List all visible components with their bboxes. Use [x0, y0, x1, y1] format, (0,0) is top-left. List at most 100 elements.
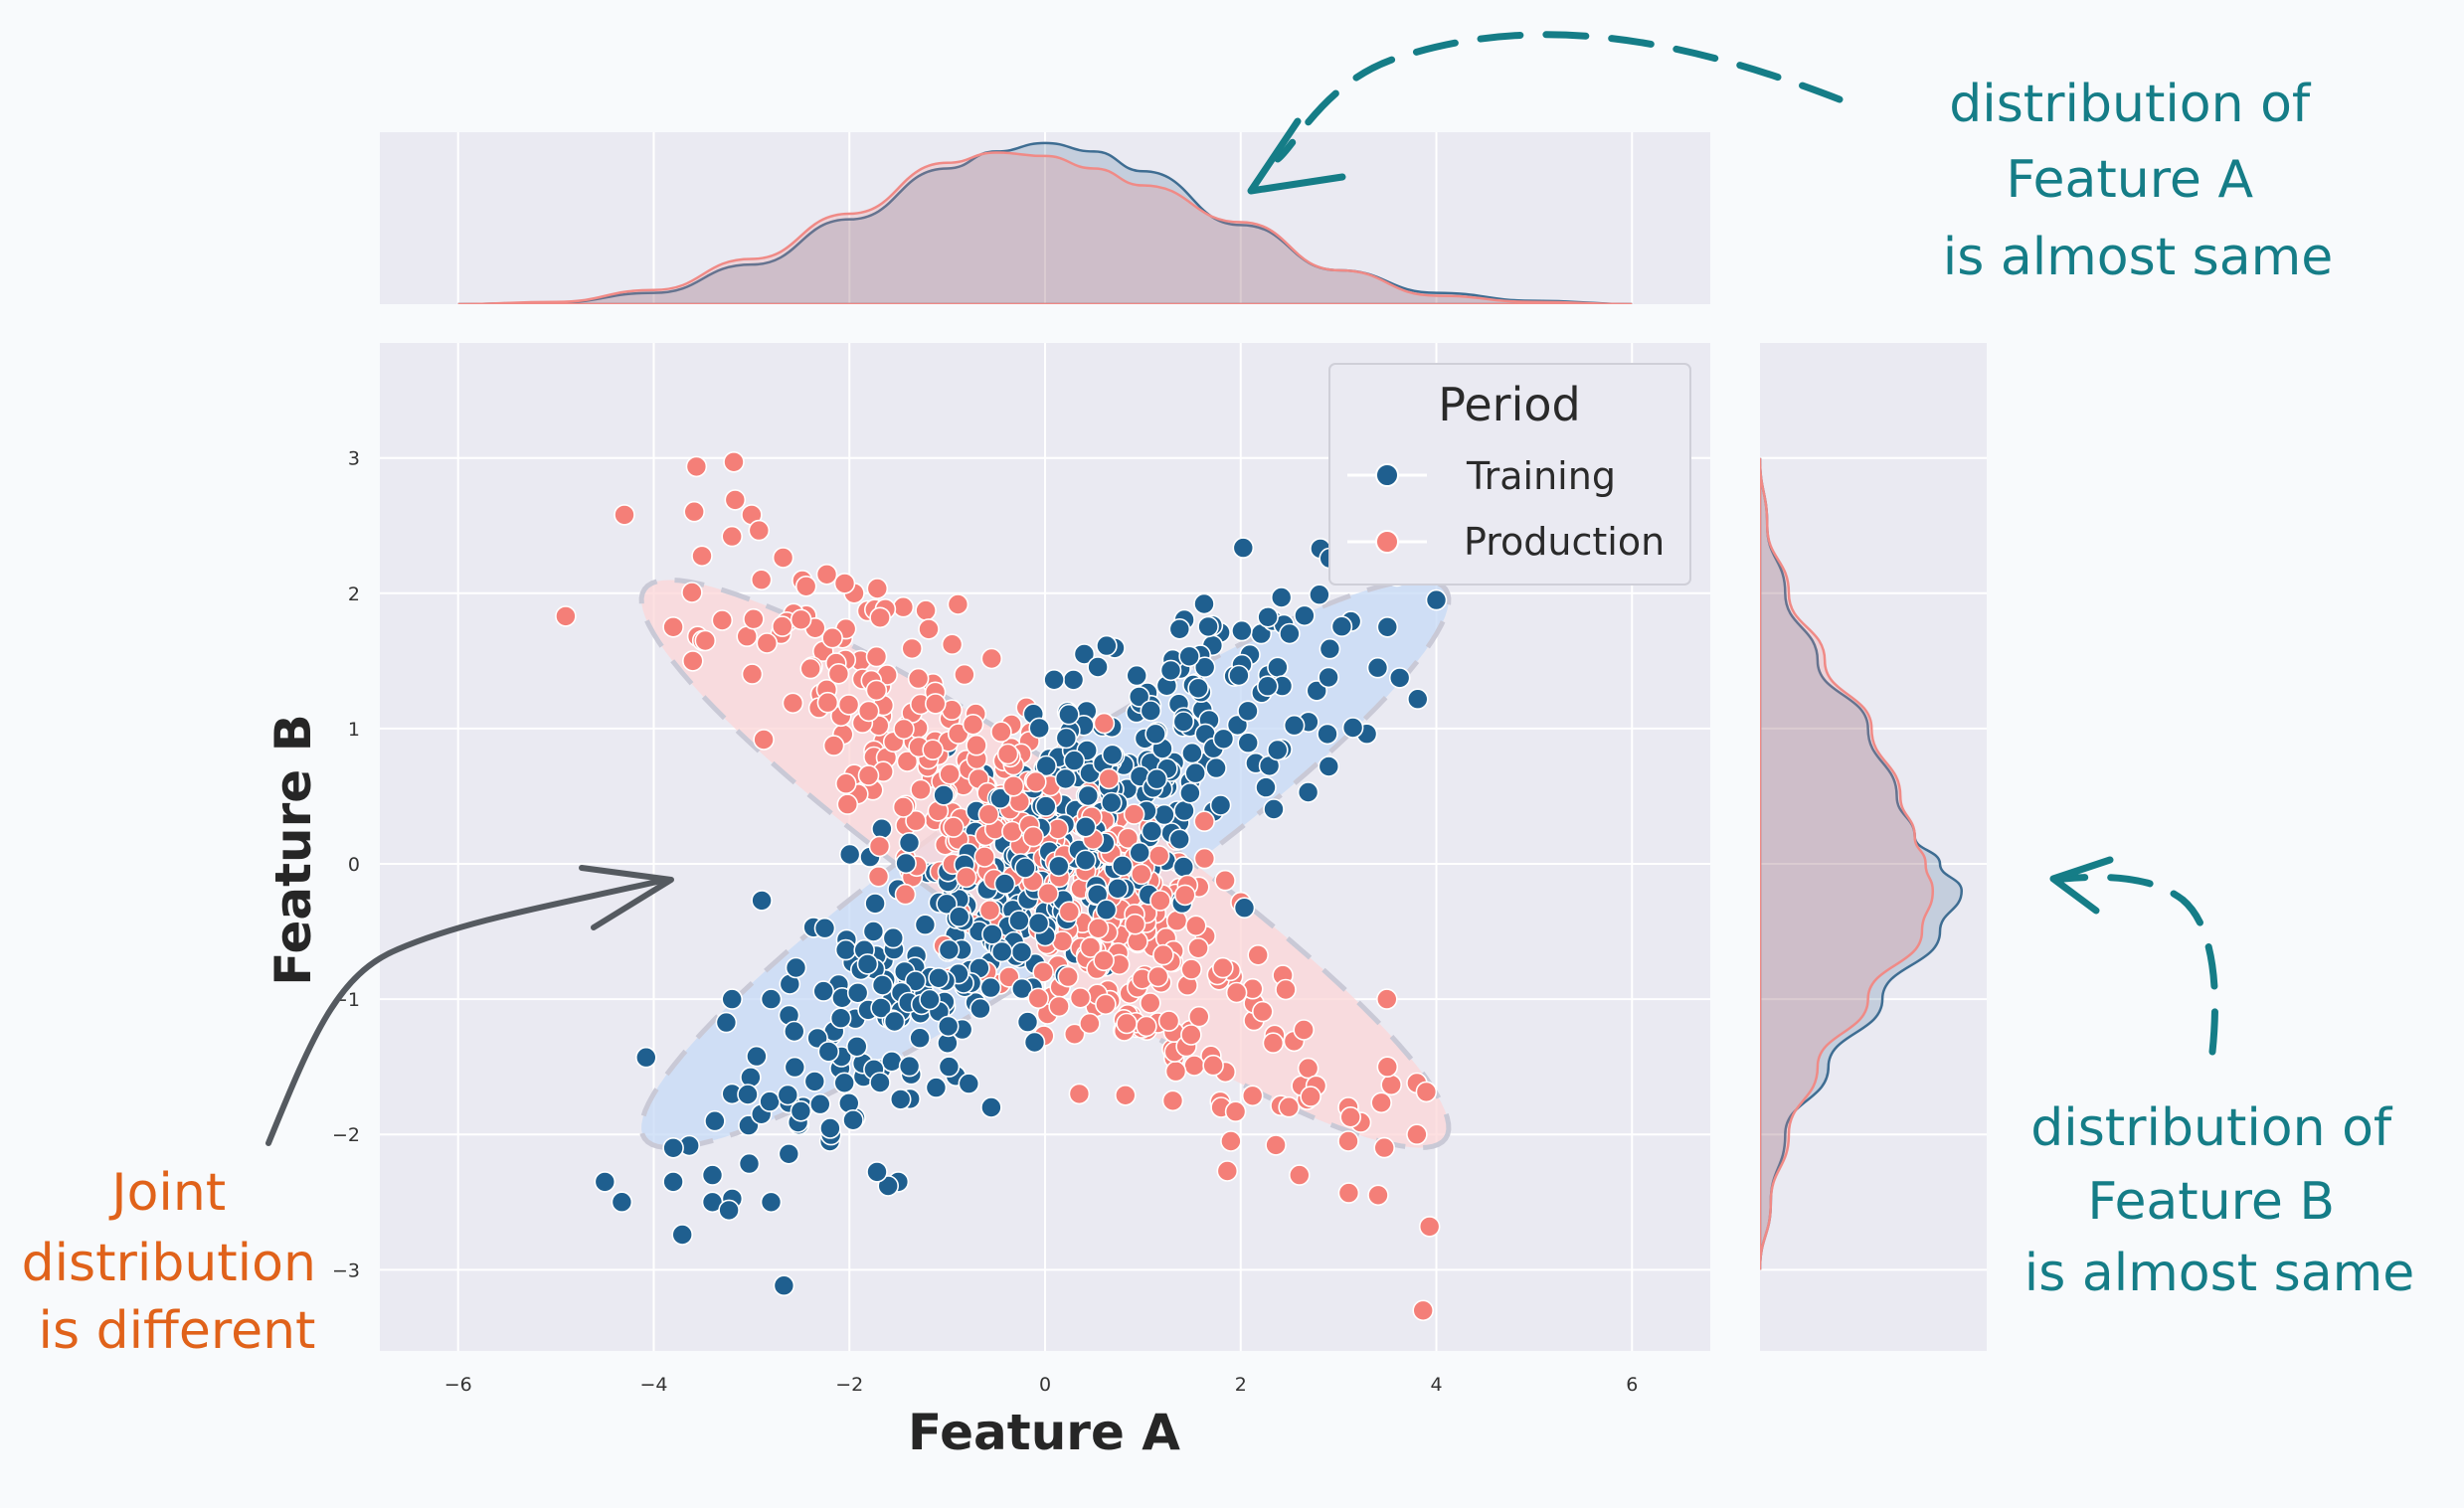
scatter-point-production	[834, 772, 857, 795]
scatter-point-training	[1187, 677, 1209, 700]
scatter-point-training	[948, 906, 970, 928]
scatter-point-training	[662, 1171, 684, 1193]
scatter-point-production	[771, 615, 793, 637]
x-tick-label: −2	[835, 1374, 863, 1396]
scatter-point-production	[941, 633, 964, 656]
scatter-point-training	[1063, 750, 1086, 771]
top-marginal-kde	[457, 141, 1633, 304]
scatter-point-production	[790, 608, 812, 631]
scatter-point-training	[909, 1027, 931, 1049]
scatter-point-training	[1179, 781, 1201, 804]
scatter-point-production	[794, 575, 817, 597]
annotation-feature-b-line-3: is almost same	[2024, 1244, 2414, 1303]
scatter-point-production	[1152, 943, 1174, 966]
annotation-feature-b: distribution of Feature B is almost same	[2024, 856, 2414, 1303]
scatter-point-training	[1197, 615, 1219, 638]
legend-box	[1328, 363, 1691, 586]
scatter-point-training	[773, 1274, 795, 1296]
scatter-point-production	[966, 734, 987, 756]
scatter-point-training	[1257, 605, 1279, 628]
scatter-point-training	[869, 1072, 891, 1093]
scatter-point-training	[1232, 537, 1255, 559]
scatter-point-production	[782, 692, 804, 715]
x-tick-label: −6	[444, 1374, 472, 1396]
scatter-point-training	[937, 1015, 960, 1038]
scatter-point-training	[871, 974, 894, 996]
scatter-point-training	[760, 1191, 783, 1214]
svg-text:Joint distribution: Joint distribution is different	[22, 1163, 333, 1361]
scatter-point-training	[1153, 803, 1175, 826]
scatter-point-training	[671, 1224, 694, 1246]
scatter-point-production	[1376, 988, 1398, 1010]
scatter-point-training	[904, 970, 927, 992]
scatter-point-training	[1425, 588, 1448, 611]
top-kde-production	[457, 151, 1633, 304]
scatter-point-training	[993, 873, 1016, 895]
scatter-point-production	[1174, 884, 1196, 907]
y-tick-label: −2	[332, 1124, 360, 1146]
scatter-point-training	[803, 1071, 826, 1092]
scatter-point-production	[907, 667, 930, 690]
scatter-point-training	[594, 1171, 616, 1193]
scatter-point-production	[1278, 1095, 1300, 1118]
scatter-point-training	[1077, 784, 1100, 807]
scatter-point-production	[1293, 1019, 1315, 1041]
annotation-joint: Joint distribution is different	[22, 865, 674, 1361]
scatter-point-production	[865, 645, 888, 668]
scatter-point-training	[704, 1109, 726, 1132]
scatter-point-production	[1337, 1182, 1360, 1204]
scatter-point-training	[1263, 798, 1285, 820]
scatter-point-training	[1141, 820, 1163, 843]
scatter-point-training	[718, 1199, 740, 1222]
scatter-point-training	[1062, 669, 1085, 691]
scatter-point-production	[896, 751, 919, 772]
scatter-point-training	[928, 966, 950, 989]
scatter-point-production	[954, 663, 975, 686]
scatter-point-training	[778, 1143, 800, 1165]
scatter-point-production	[1252, 1000, 1274, 1023]
scatter-point-training	[980, 1096, 1002, 1118]
scatter-point-production	[1140, 992, 1161, 1014]
scatter-point-training	[1075, 815, 1097, 838]
scatter-point-training	[862, 921, 885, 942]
scatter-point-production	[685, 455, 708, 478]
scatter-point-training	[1306, 680, 1327, 702]
scatter-point-production	[865, 679, 888, 702]
scatter-point-production	[753, 729, 775, 751]
scatter-point-training	[785, 956, 807, 979]
scatter-point-training	[1267, 739, 1289, 761]
y-tick-label: 3	[348, 448, 360, 470]
scatter-point-production	[799, 657, 822, 680]
scatter-point-production	[866, 578, 889, 599]
legend-label-training: Training	[1466, 454, 1616, 498]
x-axis-title: Feature A	[908, 1404, 1180, 1461]
scatter-point-training	[877, 1175, 900, 1197]
scatter-point-production	[1406, 1123, 1428, 1145]
scatter-point-training	[898, 831, 921, 854]
scatter-point-training	[1173, 799, 1195, 822]
scatter-point-training	[990, 940, 1013, 963]
scatter-point-production	[691, 545, 713, 568]
scatter-point-production	[1300, 1086, 1321, 1107]
scatter-point-training	[1101, 791, 1123, 814]
scatter-point-training	[1255, 776, 1277, 798]
scatter-point-production	[681, 582, 703, 603]
scatter-point-training	[746, 1045, 768, 1068]
scatter-point-training	[881, 1051, 903, 1073]
scatter-point-production	[1116, 1012, 1138, 1035]
scatter-point-training	[1112, 855, 1134, 877]
scatter-point-production	[1115, 1085, 1137, 1106]
scatter-point-training	[1318, 666, 1339, 689]
scatter-point-training	[1010, 941, 1033, 963]
scatter-point-production	[1149, 890, 1171, 912]
scatter-point-training	[1035, 795, 1057, 817]
scatter-point-production	[1079, 936, 1102, 958]
legend: Period Training Production	[1328, 363, 1691, 586]
scatter-point-training	[701, 1164, 724, 1186]
scatter-point-production	[939, 762, 961, 785]
scatter-point-training	[611, 1191, 633, 1213]
scatter-point-production	[833, 573, 856, 594]
scatter-point-production	[836, 793, 859, 815]
